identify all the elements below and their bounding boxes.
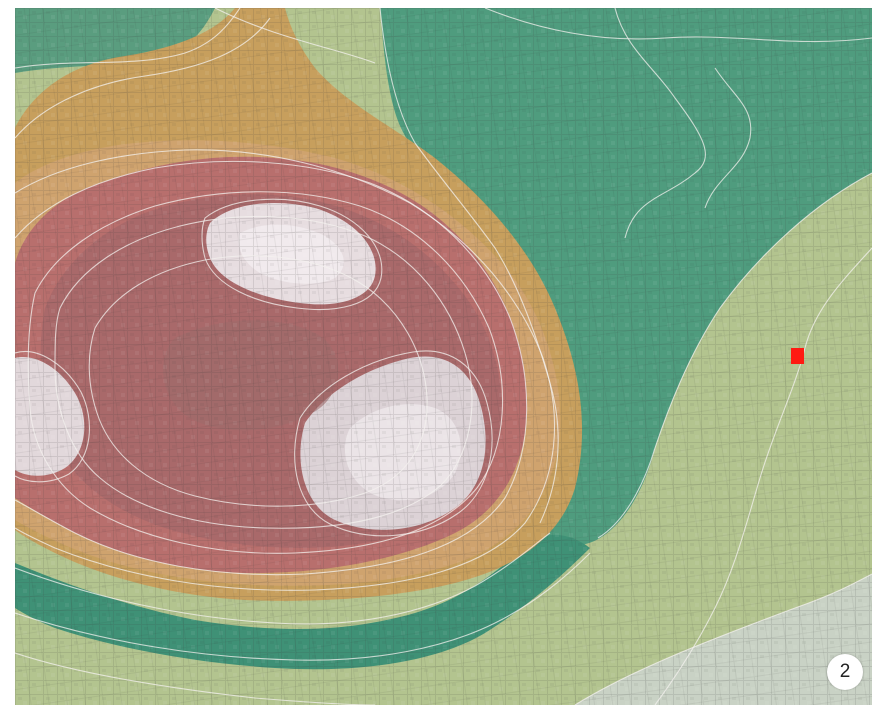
contour-map-panel: 2 xyxy=(15,8,872,705)
topographic-contour-map xyxy=(15,8,872,705)
contour-lines xyxy=(15,8,872,705)
location-marker xyxy=(791,348,804,364)
panel-number-badge: 2 xyxy=(827,654,863,690)
panel-number: 2 xyxy=(839,661,851,682)
street-grid-overlay-diagonal xyxy=(15,8,872,705)
